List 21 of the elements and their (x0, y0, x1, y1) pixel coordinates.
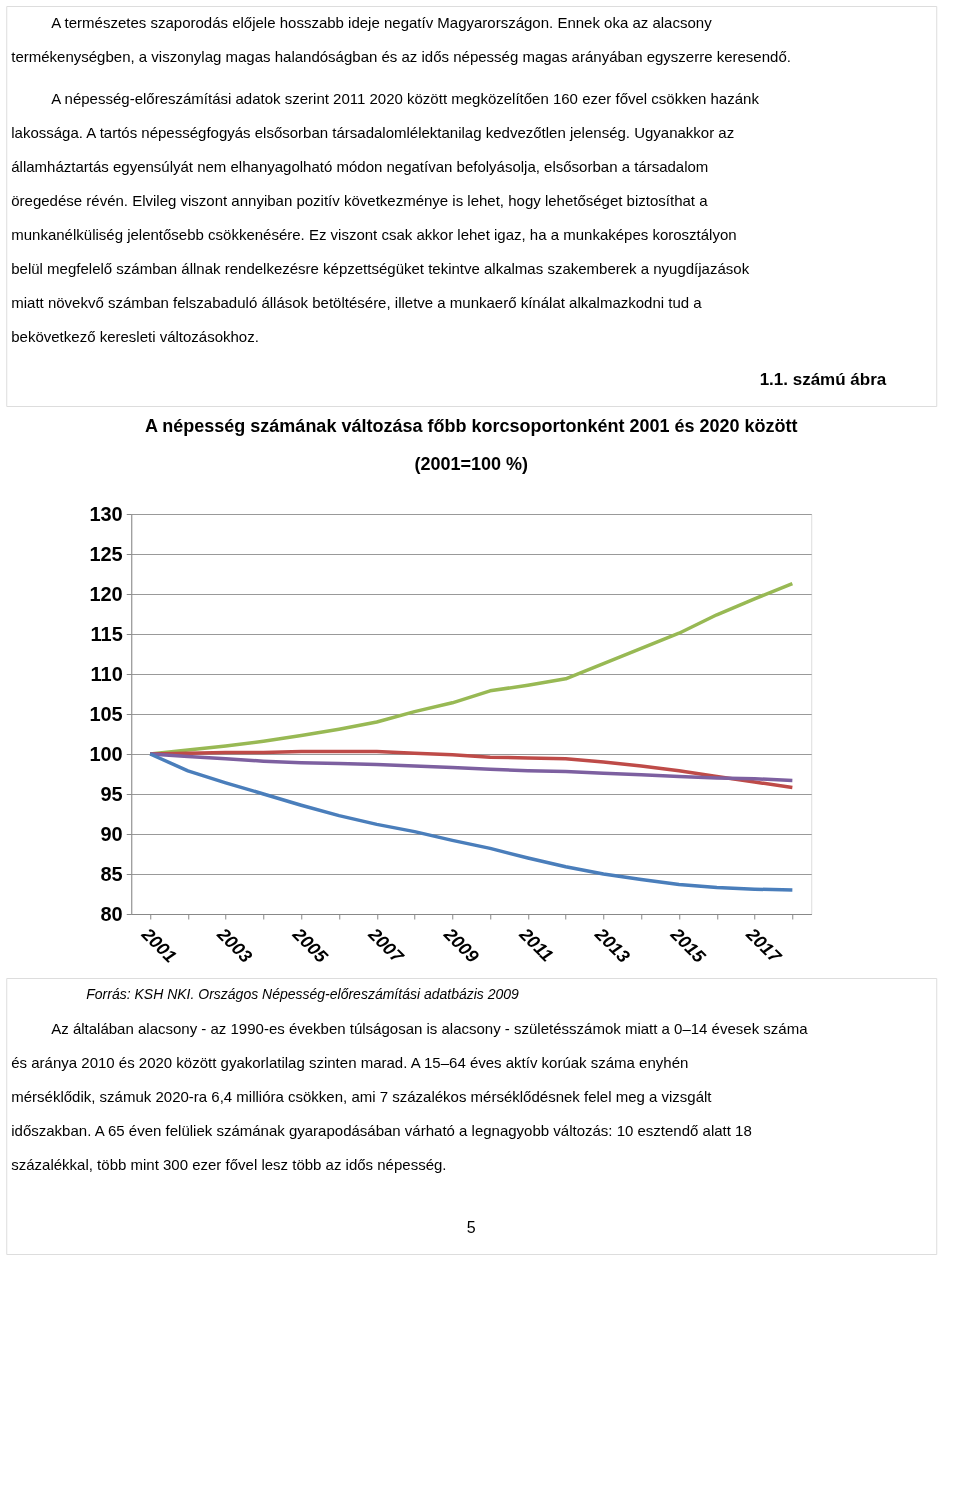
line-series (148, 752, 795, 783)
y-tick-label: 115 (90, 622, 123, 645)
chart-subtitle: (2001=100 %) (414, 454, 529, 474)
text: 1.1. számú ábra (759, 370, 887, 389)
chart-title: A népesség számának változása főbb korcsoportonként 2001 és 2020 között (144, 416, 798, 436)
y-tick-label: 110 (90, 662, 123, 685)
y-tick-label: 85 (100, 862, 123, 885)
y-tick-label: 120 (89, 582, 123, 605)
y-tick-label: 80 (100, 902, 123, 925)
y-tick-label: 90 (100, 822, 123, 845)
y-tick-label: 105 (89, 702, 123, 725)
text: A természetes szaporodás előjele hosszabb ideje negatív Magyarországon. Ennek oka az alacsony termékenységben, a viszonylag magas halandóságban és az idős népesség magas arányában egyszerre keresendő. (11, 14, 791, 65)
text: Forrás: KSH NKI. Országos Népesség-előreszámítási adatbázis 2009 (86, 986, 520, 1002)
line-series (148, 752, 795, 892)
y-tick-label: 130 (89, 502, 123, 525)
text: 5 (466, 1219, 476, 1236)
y-tick-label: 125 (89, 542, 123, 565)
text: A népesség-előreszámítási adatok szerint 2011 2020 között megközelítően 160 ezer fővel csökken hazánk lakossága. A tartós népességfogyás elsősorban társadalomlélektanilag kedvezőtlen jelenség. Ugyanakkor az államháztartás egyensúlyát nem elhanyagolható módon negatívan befolyásolja, elsősorban a társadalom öregedése révén. Elvileg viszont annyiban pozitív következménye is lehet, hogy lehetőséget biztosíthat a munkanélküliség jelentősebb csökkenésére. Ez viszont csak akkor lehet igaz, ha a munkaképes korosztályon belül megfelelő számban állnak rendelkezésre képzettségüket tekintve alkalmas szakemberek a nyugdíjazások miatt növekvő számban felszabaduló állások betöltésére, illetve a munkaerő kínálat alkalmazkodni tud a bekövetkező keresleti változásokhoz. (11, 90, 760, 345)
y-tick-label: 95 (100, 782, 123, 805)
y-tick-label: 100 (89, 742, 123, 765)
text: Az általában alacsony - az 1990-es években túlságosan is alacsony - születésszámok miatt a 0–14 évesek száma és aránya 2010 és 2020 között gyakorlatilag szinten marad. A 15–64 éves aktív korúak száma enyhén mérséklődik, számuk 2020-ra 6,4 millióra csökken, ami 7 százalékos mérséklődésnek felel meg a vizsgált időszakban. A 65 éven felüliek számának gyarapodásában várható a legnagyobb változás: 10 esztendő alatt 18 százalékkal, több mint 300 ezer fővel lesz több az idős népesség. (11, 1020, 809, 1173)
